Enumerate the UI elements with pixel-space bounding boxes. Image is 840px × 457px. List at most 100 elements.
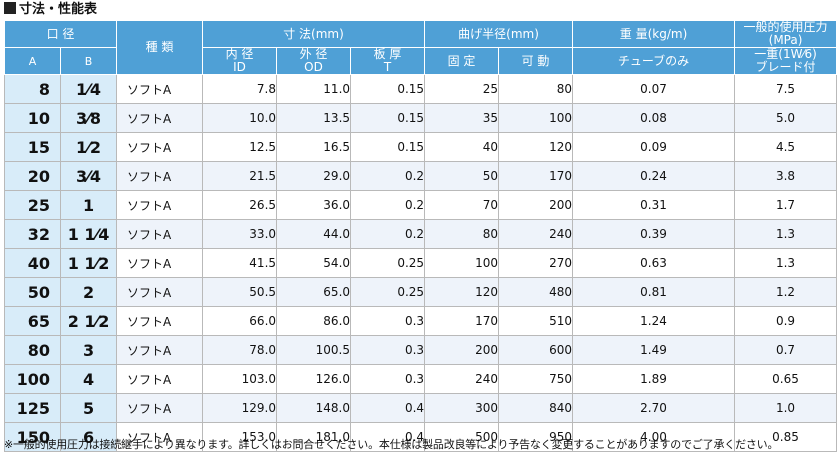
- header-t-jp: 板 厚: [373, 47, 402, 61]
- table-row: 32 1 1⁄4 ソフトA 33.0 44.0 0.2 80 240 0.39 1.3: [4, 219, 838, 249]
- id-cell: 12.5: [202, 132, 278, 162]
- bend-movable-cell: 950: [498, 422, 574, 452]
- pressure-cell: 5.0: [734, 103, 838, 133]
- pressure-cell: 0.85: [734, 422, 838, 452]
- od-cell: 65.0: [276, 277, 352, 307]
- bore-a-cell: 25: [4, 190, 61, 220]
- bend-fixed-cell: 500: [424, 422, 500, 452]
- weight-cell: 0.08: [572, 103, 736, 133]
- weight-cell: 0.39: [572, 219, 736, 249]
- thickness-cell: 0.2: [350, 161, 426, 191]
- header-pressure-sub: 一重(1W⁄6) ブレード付: [734, 47, 838, 75]
- header-id: 内 径 ID: [202, 47, 278, 75]
- header-bend-fixed: 固 定: [424, 47, 500, 75]
- bend-movable-cell: 480: [498, 277, 574, 307]
- table-body: 8 1⁄4 ソフトA 7.8 11.0 0.15 25 80 0.07 7.5 10 3⁄8 ソフトA 1…: [4, 74, 838, 452]
- id-cell: 78.0: [202, 335, 278, 365]
- bend-fixed-cell: 70: [424, 190, 500, 220]
- weight-cell: 2.70: [572, 393, 736, 423]
- bend-fixed-cell: 170: [424, 306, 500, 336]
- header-weight: 重 量(kg/m): [572, 20, 736, 48]
- kind-cell: ソフトA: [116, 335, 204, 365]
- bore-a-cell: 50: [4, 277, 61, 307]
- od-cell: 54.0: [276, 248, 352, 278]
- pressure-cell: 3.8: [734, 161, 838, 191]
- kind-cell: ソフトA: [116, 103, 204, 133]
- header-dims: 寸 法(mm): [202, 20, 426, 48]
- bend-fixed-cell: 80: [424, 219, 500, 249]
- table-row: 25 1 ソフトA 26.5 36.0 0.2 70 200 0.31 1.7: [4, 190, 838, 220]
- weight-cell: 0.81: [572, 277, 736, 307]
- bore-b-cell: 3⁄4: [59, 161, 118, 191]
- table-header: 口 径 種 類 寸 法(mm) 曲げ半径(mm) 重 量(kg/m) 一般的使用…: [3, 20, 838, 75]
- table-row: 125 5 ソフトA 129.0 148.0 0.4 300 840 2.70 1.0: [4, 393, 838, 423]
- pressure-cell: 1.2: [734, 277, 838, 307]
- bore-a-cell: 32: [4, 219, 61, 249]
- table-row: 65 2 1⁄2 ソフトA 66.0 86.0 0.3 170 510 1.24 0.9: [4, 306, 838, 336]
- bend-fixed-cell: 50: [424, 161, 500, 191]
- thickness-cell: 0.2: [350, 219, 426, 249]
- id-cell: 41.5: [202, 248, 278, 278]
- weight-cell: 0.63: [572, 248, 736, 278]
- bend-fixed-cell: 240: [424, 364, 500, 394]
- bend-movable-cell: 80: [498, 74, 574, 104]
- pressure-cell: 1.7: [734, 190, 838, 220]
- table-row: 150 6 ソフトA 153.0 181.0 0.4 500 950 4.00 0.85: [4, 422, 838, 452]
- thickness-cell: 0.15: [350, 74, 426, 104]
- header-bend-movable: 可 動: [498, 47, 574, 75]
- bend-movable-cell: 240: [498, 219, 574, 249]
- table-row: 80 3 ソフトA 78.0 100.5 0.3 200 600 1.49 0.7: [4, 335, 838, 365]
- kind-cell: ソフトA: [116, 248, 204, 278]
- weight-cell: 0.07: [572, 74, 736, 104]
- thickness-cell: 0.15: [350, 132, 426, 162]
- bore-b-cell: 4: [59, 364, 118, 394]
- bend-movable-cell: 270: [498, 248, 574, 278]
- bend-fixed-cell: 35: [424, 103, 500, 133]
- header-bore-a: A: [4, 47, 61, 75]
- header-pressure: 一般的使用圧力(MPa): [734, 20, 838, 48]
- bore-a-cell: 80: [4, 335, 61, 365]
- bore-b-cell: 5: [59, 393, 118, 423]
- table-row: 15 1⁄2 ソフトA 12.5 16.5 0.15 40 120 0.09 4.5: [4, 132, 838, 162]
- header-bend: 曲げ半径(mm): [424, 20, 574, 48]
- kind-cell: ソフトA: [116, 132, 204, 162]
- header-od: 外 径 OD: [276, 47, 352, 75]
- weight-cell: 0.31: [572, 190, 736, 220]
- thickness-cell: 0.3: [350, 335, 426, 365]
- table-row: 50 2 ソフトA 50.5 65.0 0.25 120 480 0.81 1.2: [4, 277, 838, 307]
- kind-cell: ソフトA: [116, 161, 204, 191]
- section-title: 寸法・性能表: [4, 0, 97, 20]
- bore-a-cell: 150: [4, 422, 61, 452]
- footnote: ※一般的使用圧力は接続継手により異なります。詳しくはお問合せください。本仕様は製…: [4, 438, 779, 451]
- bend-movable-cell: 750: [498, 364, 574, 394]
- thickness-cell: 0.2: [350, 190, 426, 220]
- bore-b-cell: 6: [59, 422, 118, 452]
- pressure-cell: 0.9: [734, 306, 838, 336]
- weight-cell: 1.49: [572, 335, 736, 365]
- header-bore-b: B: [59, 47, 118, 75]
- header-weight-sub: チューブのみ: [572, 47, 736, 75]
- pressure-cell: 7.5: [734, 74, 838, 104]
- bore-b-cell: 2: [59, 277, 118, 307]
- header-od-en: OD: [304, 60, 323, 74]
- id-cell: 129.0: [202, 393, 278, 423]
- od-cell: 181.0: [276, 422, 352, 452]
- id-cell: 26.5: [202, 190, 278, 220]
- kind-cell: ソフトA: [116, 393, 204, 423]
- thickness-cell: 0.3: [350, 306, 426, 336]
- od-cell: 44.0: [276, 219, 352, 249]
- pressure-cell: 0.7: [734, 335, 838, 365]
- header-bore: 口 径: [3, 20, 118, 48]
- bend-fixed-cell: 100: [424, 248, 500, 278]
- header-od-jp: 外 径: [299, 47, 328, 61]
- bend-movable-cell: 840: [498, 393, 574, 423]
- kind-cell: ソフトA: [116, 364, 204, 394]
- od-cell: 16.5: [276, 132, 352, 162]
- bend-fixed-cell: 25: [424, 74, 500, 104]
- bore-a-cell: 100: [4, 364, 61, 394]
- id-cell: 103.0: [202, 364, 278, 394]
- weight-cell: 0.24: [572, 161, 736, 191]
- thickness-cell: 0.4: [350, 393, 426, 423]
- pressure-cell: 1.3: [734, 248, 838, 278]
